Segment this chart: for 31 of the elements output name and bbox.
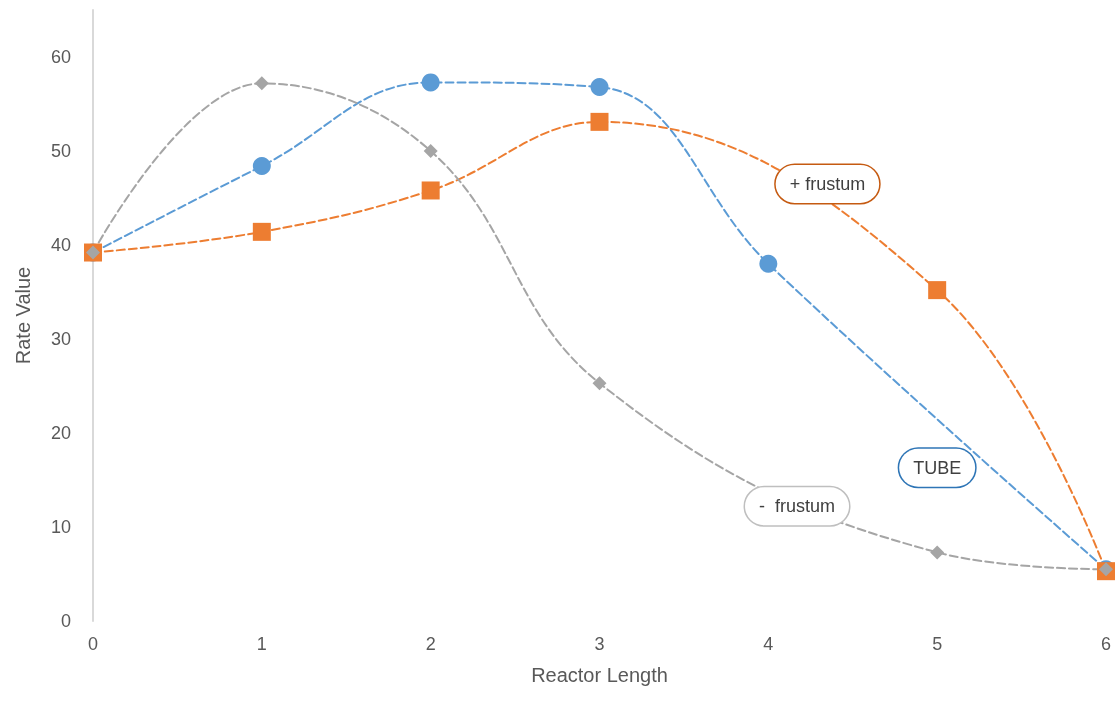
point [421,181,440,200]
x-tick-label: 4 [763,634,774,654]
point [592,376,607,391]
point [590,78,609,97]
y-tick-label: 60 [50,47,71,67]
x-tick-label: 5 [932,634,943,654]
x-tick-label: 6 [1100,634,1112,654]
x-tick-label: 2 [425,634,436,654]
point [252,222,271,241]
y-tick-label: 10 [50,517,71,537]
point [590,112,609,131]
series-label: - frustum [759,496,836,517]
point [759,254,778,273]
series-label: + frustum [789,173,866,194]
x-tick-label: 3 [594,634,605,654]
x-tick-label: 1 [256,634,267,654]
point [928,281,947,300]
y-tick-label: 30 [50,329,71,349]
point [930,545,945,560]
x-tick-label: 0 [87,634,99,654]
y-tick-label: 0 [60,611,71,631]
series-label: TUBE [913,457,962,478]
point [421,73,440,92]
x-axis-title: Reactor Length [531,664,668,686]
y-axis-title: Rate Value [12,266,34,365]
y-tick-label: 40 [50,235,71,255]
point [252,157,271,176]
y-tick-label: 20 [50,423,71,443]
y-tick-label: 50 [50,141,71,161]
point [423,144,438,158]
point [254,76,269,91]
